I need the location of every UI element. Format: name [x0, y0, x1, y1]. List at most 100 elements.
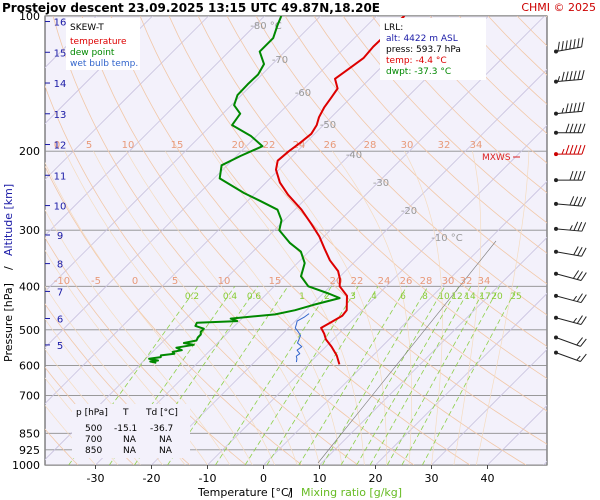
x-tick-10: 10: [313, 472, 327, 485]
dry-adiabat-label: -70: [272, 55, 288, 66]
isotherm-line: [375, 292, 547, 465]
altitude-tick-6: 6: [57, 315, 63, 326]
wind-barb-flag: [573, 246, 579, 256]
wind-barb-flag: [576, 293, 583, 302]
wind-barb: [554, 270, 587, 281]
wind-barb-staff: [555, 337, 581, 347]
mixing-ratio-label: 10: [438, 292, 450, 302]
pressure-tick-100: 100: [19, 10, 40, 23]
table-row-700-td: NA: [159, 435, 173, 445]
altitude-tick-9: 9: [57, 231, 63, 242]
pressure-tick-850: 850: [19, 427, 40, 440]
mixing-ratio-label: 1: [299, 292, 305, 302]
wind-barb: [554, 335, 587, 347]
mixing-ratio-label: 12: [451, 292, 462, 302]
chart-grid: [45, 16, 547, 465]
isotherm-label-200: 34: [470, 140, 483, 151]
wind-barb-dot: [554, 130, 558, 135]
dry-adiabat: [197, 16, 547, 379]
info-background: [380, 18, 486, 80]
legend-item-dew-point: dew point: [70, 48, 115, 58]
dry-adiabat: [545, 16, 547, 18]
wind-barb-flag: [580, 338, 587, 347]
wind-barb: [554, 315, 587, 325]
wind-barb-dot: [554, 271, 558, 276]
wind-barb-flag: [581, 247, 587, 257]
wind-barb-dot: [554, 226, 558, 231]
wind-barb-dot: [554, 111, 558, 116]
wind-barb-flag: [581, 37, 584, 48]
mixing-ratio-label: 4: [371, 292, 377, 302]
isotherm-label-400: 20: [330, 276, 343, 287]
wind-barb-dot: [554, 49, 558, 54]
wind-barb-dot: [554, 201, 558, 206]
mixing-ratio-line: [266, 286, 379, 465]
dry-adiabat-label: -30: [373, 178, 389, 189]
dry-adiabat: [313, 16, 547, 254]
wind-barb-dot: [554, 178, 558, 183]
altitude-tick-7: 7: [57, 287, 63, 298]
altitude-tick-11: 11: [54, 171, 67, 182]
isotherm-label-200: 26: [324, 140, 337, 151]
pressure-tick-500: 500: [19, 324, 40, 337]
wind-barb-flag: [581, 70, 585, 80]
info-dewpoint: dwpt: -37.3 °C: [386, 67, 451, 77]
mixing-ratio-label: 0.2: [185, 292, 199, 302]
isotherm-label-400: 32: [460, 276, 473, 287]
wind-barb: [554, 144, 586, 157]
wind-barb: [554, 221, 587, 232]
legend: SKEW-T temperature dew point wet bulb te…: [66, 18, 140, 70]
isotherm-label-200: 22: [263, 140, 276, 151]
isotherm-label-200: 24: [293, 140, 306, 151]
wind-barb-flag: [581, 170, 586, 181]
isotherm-line: [319, 236, 547, 465]
wind-barb-flag: [577, 196, 583, 206]
isotherm-label-400: 26: [400, 276, 413, 287]
wind-barb-staff: [555, 203, 582, 207]
moist-adiabat: [404, 151, 443, 465]
dry-adiabat-label: -40: [346, 150, 362, 161]
wind-barb-flag: [565, 40, 568, 50]
wind-barb-flag: [572, 270, 580, 279]
wind-barb-dot: [554, 315, 558, 320]
legend-item-wet-bulb: wet bulb temp.: [70, 59, 138, 69]
wind-barb-staff: [555, 295, 582, 304]
isotherm-label-400: 0: [132, 276, 138, 287]
wind-barb: [554, 246, 587, 257]
mixing-ratio-label: 8: [422, 292, 428, 302]
wind-barb-flag: [569, 103, 573, 113]
wind-barb-flag: [573, 221, 579, 231]
dry-adiabat: [45, 428, 79, 465]
wind-barb: [554, 293, 587, 304]
x-tick-30: 30: [425, 472, 439, 485]
grid-labels: -80 °C-70-60-50-40-30-20-10 °C0 5 10 15 20 22…: [54, 21, 522, 302]
wind-barb-flag: [573, 123, 578, 133]
legend-background: [66, 18, 140, 70]
altitude-tick-5: 5: [57, 341, 63, 352]
mxws-label: MXWS: [482, 153, 511, 163]
wind-barb-flag: [580, 316, 587, 325]
wind-barb-half: [561, 107, 565, 114]
wind-barb: [554, 196, 587, 207]
wind-barb-flag: [569, 144, 574, 155]
dry-adiabat: [45, 85, 359, 465]
wind-barb-dot: [554, 293, 558, 298]
wind-barb-flag: [580, 272, 587, 281]
wind-barb-dot: [554, 152, 558, 157]
table-row-500-p: 500: [85, 424, 102, 434]
isotherm-line: [45, 16, 377, 349]
dry-adiabat-label: -80 °C: [250, 21, 282, 32]
pressure-tick-1000: 1000: [12, 459, 40, 472]
moist-adiabat: [211, 151, 365, 465]
mixing-ratio-line: [244, 286, 359, 465]
wind-barb-flag: [565, 144, 570, 155]
wind-barb-flag: [569, 123, 574, 133]
wind-barb-flag: [577, 170, 582, 181]
isotherm-label-400: 28: [420, 276, 433, 287]
wind-barb-flag: [577, 123, 582, 133]
wind-barb: [554, 123, 586, 135]
mixing-ratio-label: 0.4: [223, 292, 238, 302]
y-axis-altitude-title: Altitude [km]: [2, 184, 15, 256]
mixing-ratio-line: [340, 286, 446, 465]
wind-barb-flag: [580, 353, 587, 362]
